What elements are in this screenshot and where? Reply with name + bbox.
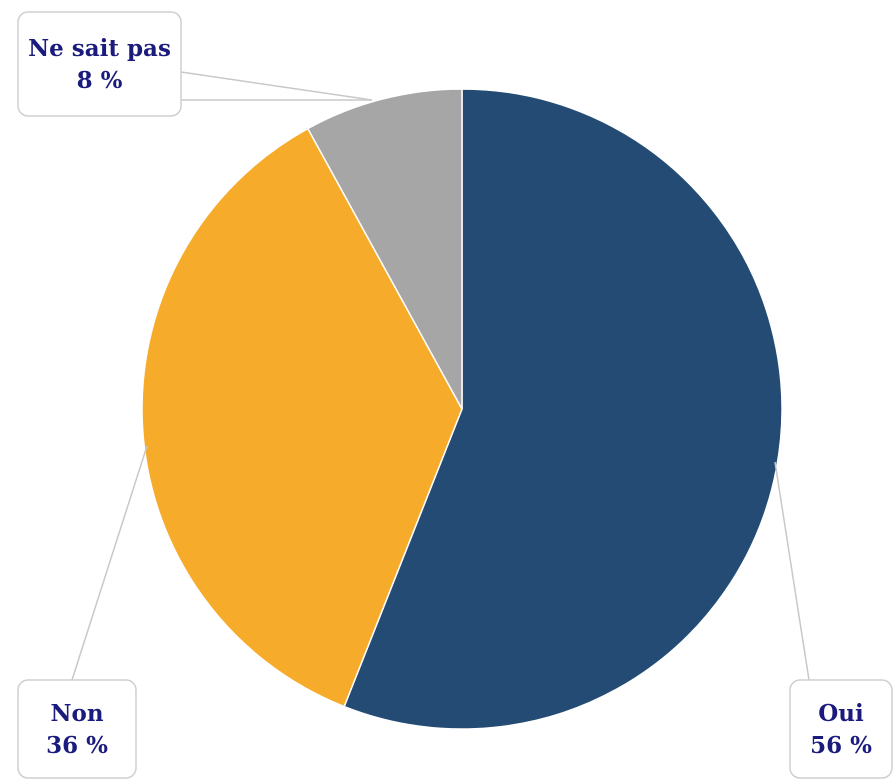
callout-value-non: 36 % <box>46 732 108 759</box>
callout-value-oui: 56 % <box>810 732 872 759</box>
leader-line-ne-sait-pas <box>180 71 373 101</box>
leader-line-oui <box>774 461 810 681</box>
callout-label-oui: Oui <box>818 700 864 727</box>
callout-value-ne-sait-pas: 8 % <box>77 67 123 94</box>
callouts: Oui 56 % Non 36 % Ne sait pas 8 % <box>17 11 893 779</box>
callout-label-ne-sait-pas: Ne sait pas <box>28 35 171 62</box>
pie-slice-ne-sait-pas <box>306 88 463 410</box>
callout-box-non <box>17 679 137 779</box>
leader-lines <box>71 71 810 681</box>
callout-box-oui <box>789 679 893 779</box>
callout-box-ne-sait-pas <box>17 11 182 117</box>
callout-label-non: Non <box>50 700 103 727</box>
leader-line-non <box>71 445 148 681</box>
pie-slices <box>141 88 783 730</box>
pie-slice-non <box>141 127 463 708</box>
